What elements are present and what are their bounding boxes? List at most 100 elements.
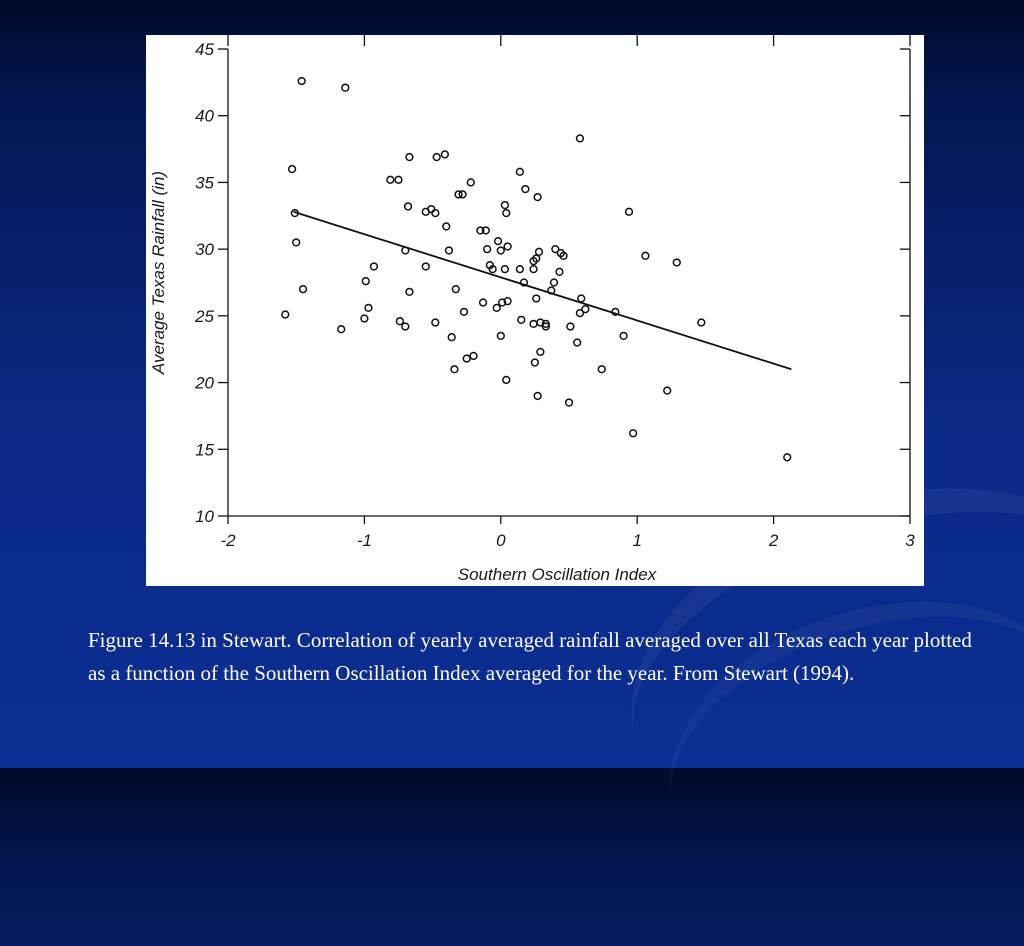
- data-point: [298, 285, 308, 294]
- y-tick-label: 40: [195, 107, 214, 126]
- axes: [218, 35, 911, 524]
- data-point: [341, 83, 350, 92]
- data-point: [517, 315, 526, 325]
- data-point: [386, 175, 395, 184]
- data-point: [521, 184, 530, 194]
- y-tick-label: 35: [195, 173, 214, 192]
- data-point: [619, 331, 628, 341]
- scatter-chart: -2 -1 0 1 2 3 10 15 20 25 30 35 40 45 Southern Oscill…: [149, 35, 915, 584]
- data-point: [519, 278, 529, 287]
- data-point: [530, 358, 540, 367]
- x-tick-label: 2: [768, 531, 779, 550]
- tick-labels: -2 -1 0 1 2 3 10 15 20 25 30 35 40 45: [194, 40, 915, 550]
- data-point: [476, 226, 485, 235]
- y-tick-label: 30: [195, 240, 214, 259]
- y-tick-label: 25: [194, 307, 214, 326]
- data-point: [292, 238, 301, 247]
- data-point: [421, 262, 430, 271]
- data-point: [641, 251, 650, 260]
- data-point: [431, 318, 440, 327]
- data-point: [432, 152, 441, 162]
- data-point: [533, 391, 542, 401]
- data-point: [529, 265, 538, 274]
- data-point: [442, 222, 451, 231]
- data-point: [532, 254, 541, 263]
- data-point: [503, 297, 512, 306]
- data-point: [597, 365, 606, 374]
- data-point: [566, 322, 575, 331]
- data-point: [496, 246, 505, 255]
- y-axis-title: Average Texas Rainfall (in): [149, 171, 168, 375]
- data-point: [488, 265, 497, 274]
- data-point: [533, 192, 542, 202]
- data-point: [297, 76, 306, 86]
- y-tick-label: 15: [195, 440, 214, 459]
- x-tick-label: -2: [220, 531, 236, 550]
- data-point: [577, 294, 586, 303]
- data-point: [564, 398, 574, 407]
- data-point: [498, 298, 507, 307]
- data-point: [478, 298, 488, 307]
- data-point: [459, 307, 469, 317]
- data-point: [500, 200, 510, 210]
- data-point: [500, 265, 510, 274]
- data-point: [447, 333, 456, 342]
- data-point: [360, 314, 369, 323]
- y-tick-label: 10: [195, 507, 214, 526]
- data-point: [549, 278, 559, 287]
- data-point: [337, 325, 346, 334]
- data-point: [503, 242, 512, 251]
- data-point: [559, 251, 568, 260]
- data-point: [697, 318, 706, 327]
- data-point: [663, 386, 672, 395]
- figure-caption: Figure 14.13 in Stewart. Correlation of …: [88, 628, 972, 685]
- chart-panel: -2 -1 0 1 2 3 10 15 20 25 30 35 40 45 Southern Oscill…: [146, 35, 924, 586]
- data-point: [672, 258, 681, 267]
- x-tick-label: 3: [905, 531, 915, 550]
- data-point: [405, 287, 414, 296]
- data-point: [466, 178, 475, 187]
- data-point: [624, 207, 634, 216]
- data-point: [462, 354, 471, 363]
- data-points: [281, 76, 792, 462]
- data-point: [541, 319, 550, 329]
- data-point: [581, 305, 590, 314]
- data-point: [450, 365, 459, 374]
- data-point: [575, 309, 585, 318]
- data-point: [536, 347, 545, 357]
- data-point: [783, 453, 792, 462]
- data-point: [395, 317, 405, 326]
- data-point: [502, 208, 511, 218]
- data-point: [403, 202, 413, 211]
- data-point: [401, 322, 410, 331]
- data-point: [502, 375, 511, 385]
- data-point: [536, 318, 545, 327]
- data-point: [515, 167, 525, 176]
- data-point: [555, 267, 564, 276]
- data-point: [515, 265, 525, 274]
- data-point: [444, 246, 454, 255]
- data-point: [458, 190, 467, 199]
- data-point: [534, 247, 544, 256]
- data-point: [369, 262, 379, 271]
- data-point: [281, 310, 290, 319]
- data-point: [364, 303, 373, 313]
- y-tick-label: 45: [195, 40, 214, 59]
- data-point: [394, 175, 403, 184]
- data-point: [454, 190, 463, 199]
- data-point: [496, 331, 505, 341]
- data-point: [628, 429, 638, 438]
- data-point: [483, 244, 492, 254]
- data-point: [492, 303, 501, 313]
- regression-line: [293, 210, 792, 371]
- data-point: [287, 164, 297, 174]
- data-point: [440, 150, 450, 159]
- data-point: [451, 285, 460, 294]
- trendline-group: [293, 210, 792, 371]
- x-tick-label: 1: [632, 531, 641, 550]
- data-point: [541, 322, 550, 331]
- data-point: [405, 152, 414, 162]
- data-point: [573, 338, 582, 347]
- x-tick-label: 0: [496, 531, 506, 550]
- data-point: [575, 134, 585, 143]
